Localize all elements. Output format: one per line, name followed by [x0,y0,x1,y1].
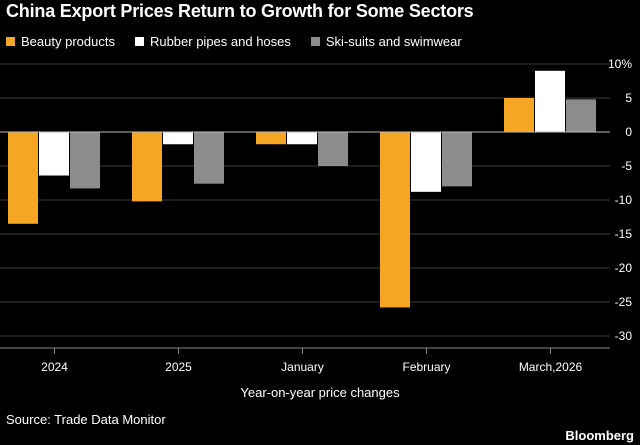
legend-label-rubber-pipes: Rubber pipes and hoses [149,34,291,49]
y-tick-label: -15 [615,227,633,241]
y-tick-label: -20 [615,261,633,275]
legend-label-beauty-products: Beauty products [21,34,115,49]
x-tick-label: March,2026 [519,360,583,374]
x-tick-label: 2024 [41,360,68,374]
y-tick-label: -10 [615,193,633,207]
legend-label-ski-suits: Ski-suits and swimwear [325,34,462,49]
bar-ski-suits-and-swimwear [442,132,472,187]
bar-ski-suits-and-swimwear [318,132,348,166]
y-tick-label: 0 [625,125,632,139]
legend-swatch-ski-suits [310,37,320,46]
y-tick-label: -25 [615,295,633,309]
bar-rubber-pipes-and-hoses [287,132,317,145]
legend-swatch-rubber-pipes [134,37,144,46]
bar-ski-suits-and-swimwear [566,99,596,132]
chart-title: China Export Prices Return to Growth for… [6,1,474,21]
bar-rubber-pipes-and-hoses [39,132,69,176]
chart-legend: Beauty products Rubber pipes and hoses S… [6,34,462,49]
bar-beauty-products [504,98,534,132]
bar-rubber-pipes-and-hoses [411,132,441,192]
x-tick-label: 2025 [165,360,192,374]
legend-swatch-beauty-products [6,37,15,46]
legend-item-ski-suits: Ski-suits and swimwear [310,34,462,49]
y-tick-label: -5 [621,159,632,173]
legend-item-rubber-pipes: Rubber pipes and hoses [134,34,291,49]
x-tick-label: February [402,360,450,374]
y-tick-label: 10% [608,57,632,71]
bar-beauty-products [132,132,162,202]
bar-ski-suits-and-swimwear [194,132,224,184]
bar-rubber-pipes-and-hoses [535,70,565,132]
source-note: Source: Trade Data Monitor [6,412,166,427]
bar-beauty-products [8,132,38,224]
brand-logo: Bloomberg [565,428,634,443]
bar-beauty-products [256,132,286,145]
y-tick-label: 5 [625,91,632,105]
bar-beauty-products [380,132,410,308]
bar-ski-suits-and-swimwear [70,132,100,189]
bar-rubber-pipes-and-hoses [163,132,193,145]
x-tick-label: January [281,360,324,374]
x-axis-label: Year-on-year price changes [240,385,400,400]
legend-item-beauty-products: Beauty products [6,34,115,49]
y-tick-label: -30 [615,329,633,343]
